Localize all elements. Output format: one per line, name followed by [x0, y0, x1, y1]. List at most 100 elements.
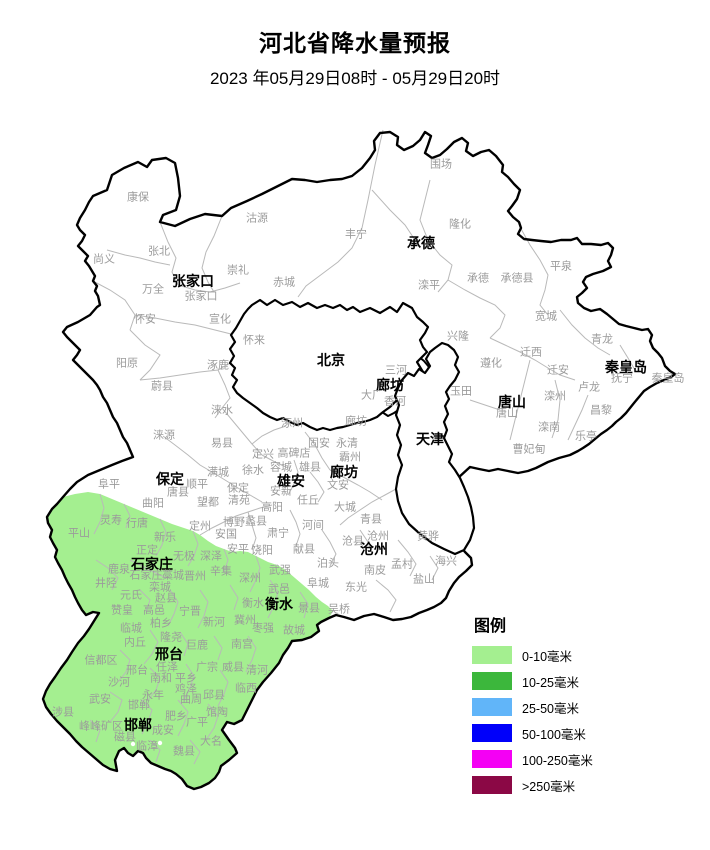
county-label: 肃宁	[267, 527, 289, 540]
legend-swatch	[472, 698, 512, 716]
county-label: 魏县	[173, 745, 195, 758]
county-label: 玉田	[450, 385, 472, 398]
legend-header: 图例	[474, 618, 507, 635]
county-label: 高碑店	[277, 447, 311, 460]
county-label: 唐县	[167, 486, 189, 499]
county-label: 鸡泽	[175, 683, 197, 696]
county-label: 武邑	[268, 583, 290, 596]
city-label: 邯郸	[124, 717, 152, 733]
county-label: 清苑	[228, 494, 250, 507]
county-label: 广宗	[196, 661, 218, 674]
county-label: 孟村	[391, 558, 413, 571]
county-label: 新河	[203, 616, 225, 629]
county-label: 献县	[293, 543, 315, 556]
county-label: 青县	[360, 513, 382, 526]
county-label: 盐山	[413, 573, 435, 586]
county-label: 隆化	[449, 218, 471, 231]
legend-item: 25-50毫米	[472, 698, 593, 716]
county-label: 无极	[173, 550, 195, 563]
county-label: 康保	[127, 191, 149, 204]
county-label: 平乡	[175, 672, 197, 685]
county-label: 东光	[345, 581, 367, 594]
county-label: 定州	[189, 520, 211, 533]
tianjin-boundary	[393, 341, 476, 556]
county-label: 武安	[89, 693, 111, 706]
county-label: 肥乡	[165, 710, 187, 723]
county-label: 保定	[227, 482, 249, 495]
county-label: 海兴	[435, 555, 457, 568]
legend-label: 25-50毫米	[522, 701, 579, 716]
city-label: 廊坊	[376, 377, 404, 393]
county-label: 辛集	[210, 565, 232, 578]
county-label: 易县	[211, 437, 233, 450]
legend: 图例 0-10毫米 10-25毫米 25-50毫米 50-100毫米 100-250毫米…	[472, 612, 593, 802]
county-label: 青龙	[591, 333, 613, 346]
legend-label: 100-250毫米	[522, 753, 593, 768]
county-label: 深泽	[200, 550, 222, 563]
county-label: 磁县	[114, 731, 136, 744]
county-label: 新乐	[154, 531, 176, 544]
county-label: 张家口	[184, 290, 218, 303]
county-label: 迁西	[520, 346, 542, 359]
legend-item: 100-250毫米	[472, 750, 593, 768]
county-label: 高邑	[143, 604, 165, 617]
county-label: 兴隆	[447, 330, 469, 343]
county-label: 曲周	[180, 693, 202, 706]
county-label: 沽源	[246, 212, 268, 225]
county-label: 宁晋	[179, 605, 201, 618]
county-label: 峰峰矿区	[79, 720, 123, 733]
legend-label: 0-10毫米	[522, 649, 573, 664]
county-label: 抚宁	[611, 372, 633, 385]
county-label: 望都	[197, 496, 219, 509]
county-label: 临漳	[136, 740, 158, 753]
legend-item: 10-25毫米	[472, 672, 593, 690]
county-label: 平山	[68, 527, 90, 540]
legend-label: 10-25毫米	[522, 675, 579, 690]
city-label: 邢台	[155, 646, 183, 662]
county-label: 威县	[222, 661, 244, 674]
county-label: 南宫	[231, 638, 253, 651]
county-label: 南和	[150, 672, 172, 685]
city-label: 衡水	[265, 596, 293, 612]
legend-swatch	[472, 646, 512, 664]
county-label: 香河	[384, 395, 406, 408]
county-label: 博野	[223, 516, 245, 529]
county-label: 阳原	[116, 357, 138, 370]
city-label: 张家口	[172, 273, 214, 289]
county-label: 宣化	[209, 313, 231, 326]
county-label: 任丘	[297, 494, 319, 507]
county-label: 故城	[283, 624, 305, 637]
county-label: 邱县	[203, 689, 225, 702]
county-label: 藁城	[162, 569, 184, 582]
county-label: 安新	[270, 485, 292, 498]
county-label: 丰宁	[345, 228, 367, 241]
city-label: 北京	[317, 352, 345, 368]
county-label: 安平	[227, 543, 249, 556]
county-label: 遵化	[480, 357, 502, 370]
city-label: 承德	[407, 235, 435, 251]
county-label: 隆尧	[160, 631, 182, 644]
county-label: 邯郸	[128, 699, 150, 712]
county-label: 承德	[467, 272, 489, 285]
county-label: 巨鹿	[186, 639, 208, 652]
county-label: 邢台	[126, 664, 148, 677]
county-label: 固安	[308, 437, 330, 450]
county-label: 鹿泉	[108, 563, 130, 576]
legend-item: >250毫米	[472, 776, 593, 794]
county-label: 廊坊	[345, 415, 367, 428]
county-boundaries	[89, 129, 636, 765]
county-label: 沧县	[342, 535, 364, 548]
county-label: 正定	[136, 544, 158, 557]
county-label: 井陉	[95, 577, 117, 590]
province-boundary	[41, 130, 677, 791]
county-label: 武强	[269, 564, 291, 577]
county-label: 元氏	[120, 589, 142, 602]
county-label: 饶阳	[251, 544, 273, 557]
city-label: 保定	[156, 471, 184, 487]
city-label: 雄安	[277, 473, 305, 489]
county-label: 怀来	[243, 334, 265, 347]
county-label: 广平	[186, 716, 208, 729]
county-label: 唐山	[496, 407, 518, 420]
county-label: 泊头	[317, 557, 339, 570]
legend-item: 0-10毫米	[472, 646, 593, 664]
